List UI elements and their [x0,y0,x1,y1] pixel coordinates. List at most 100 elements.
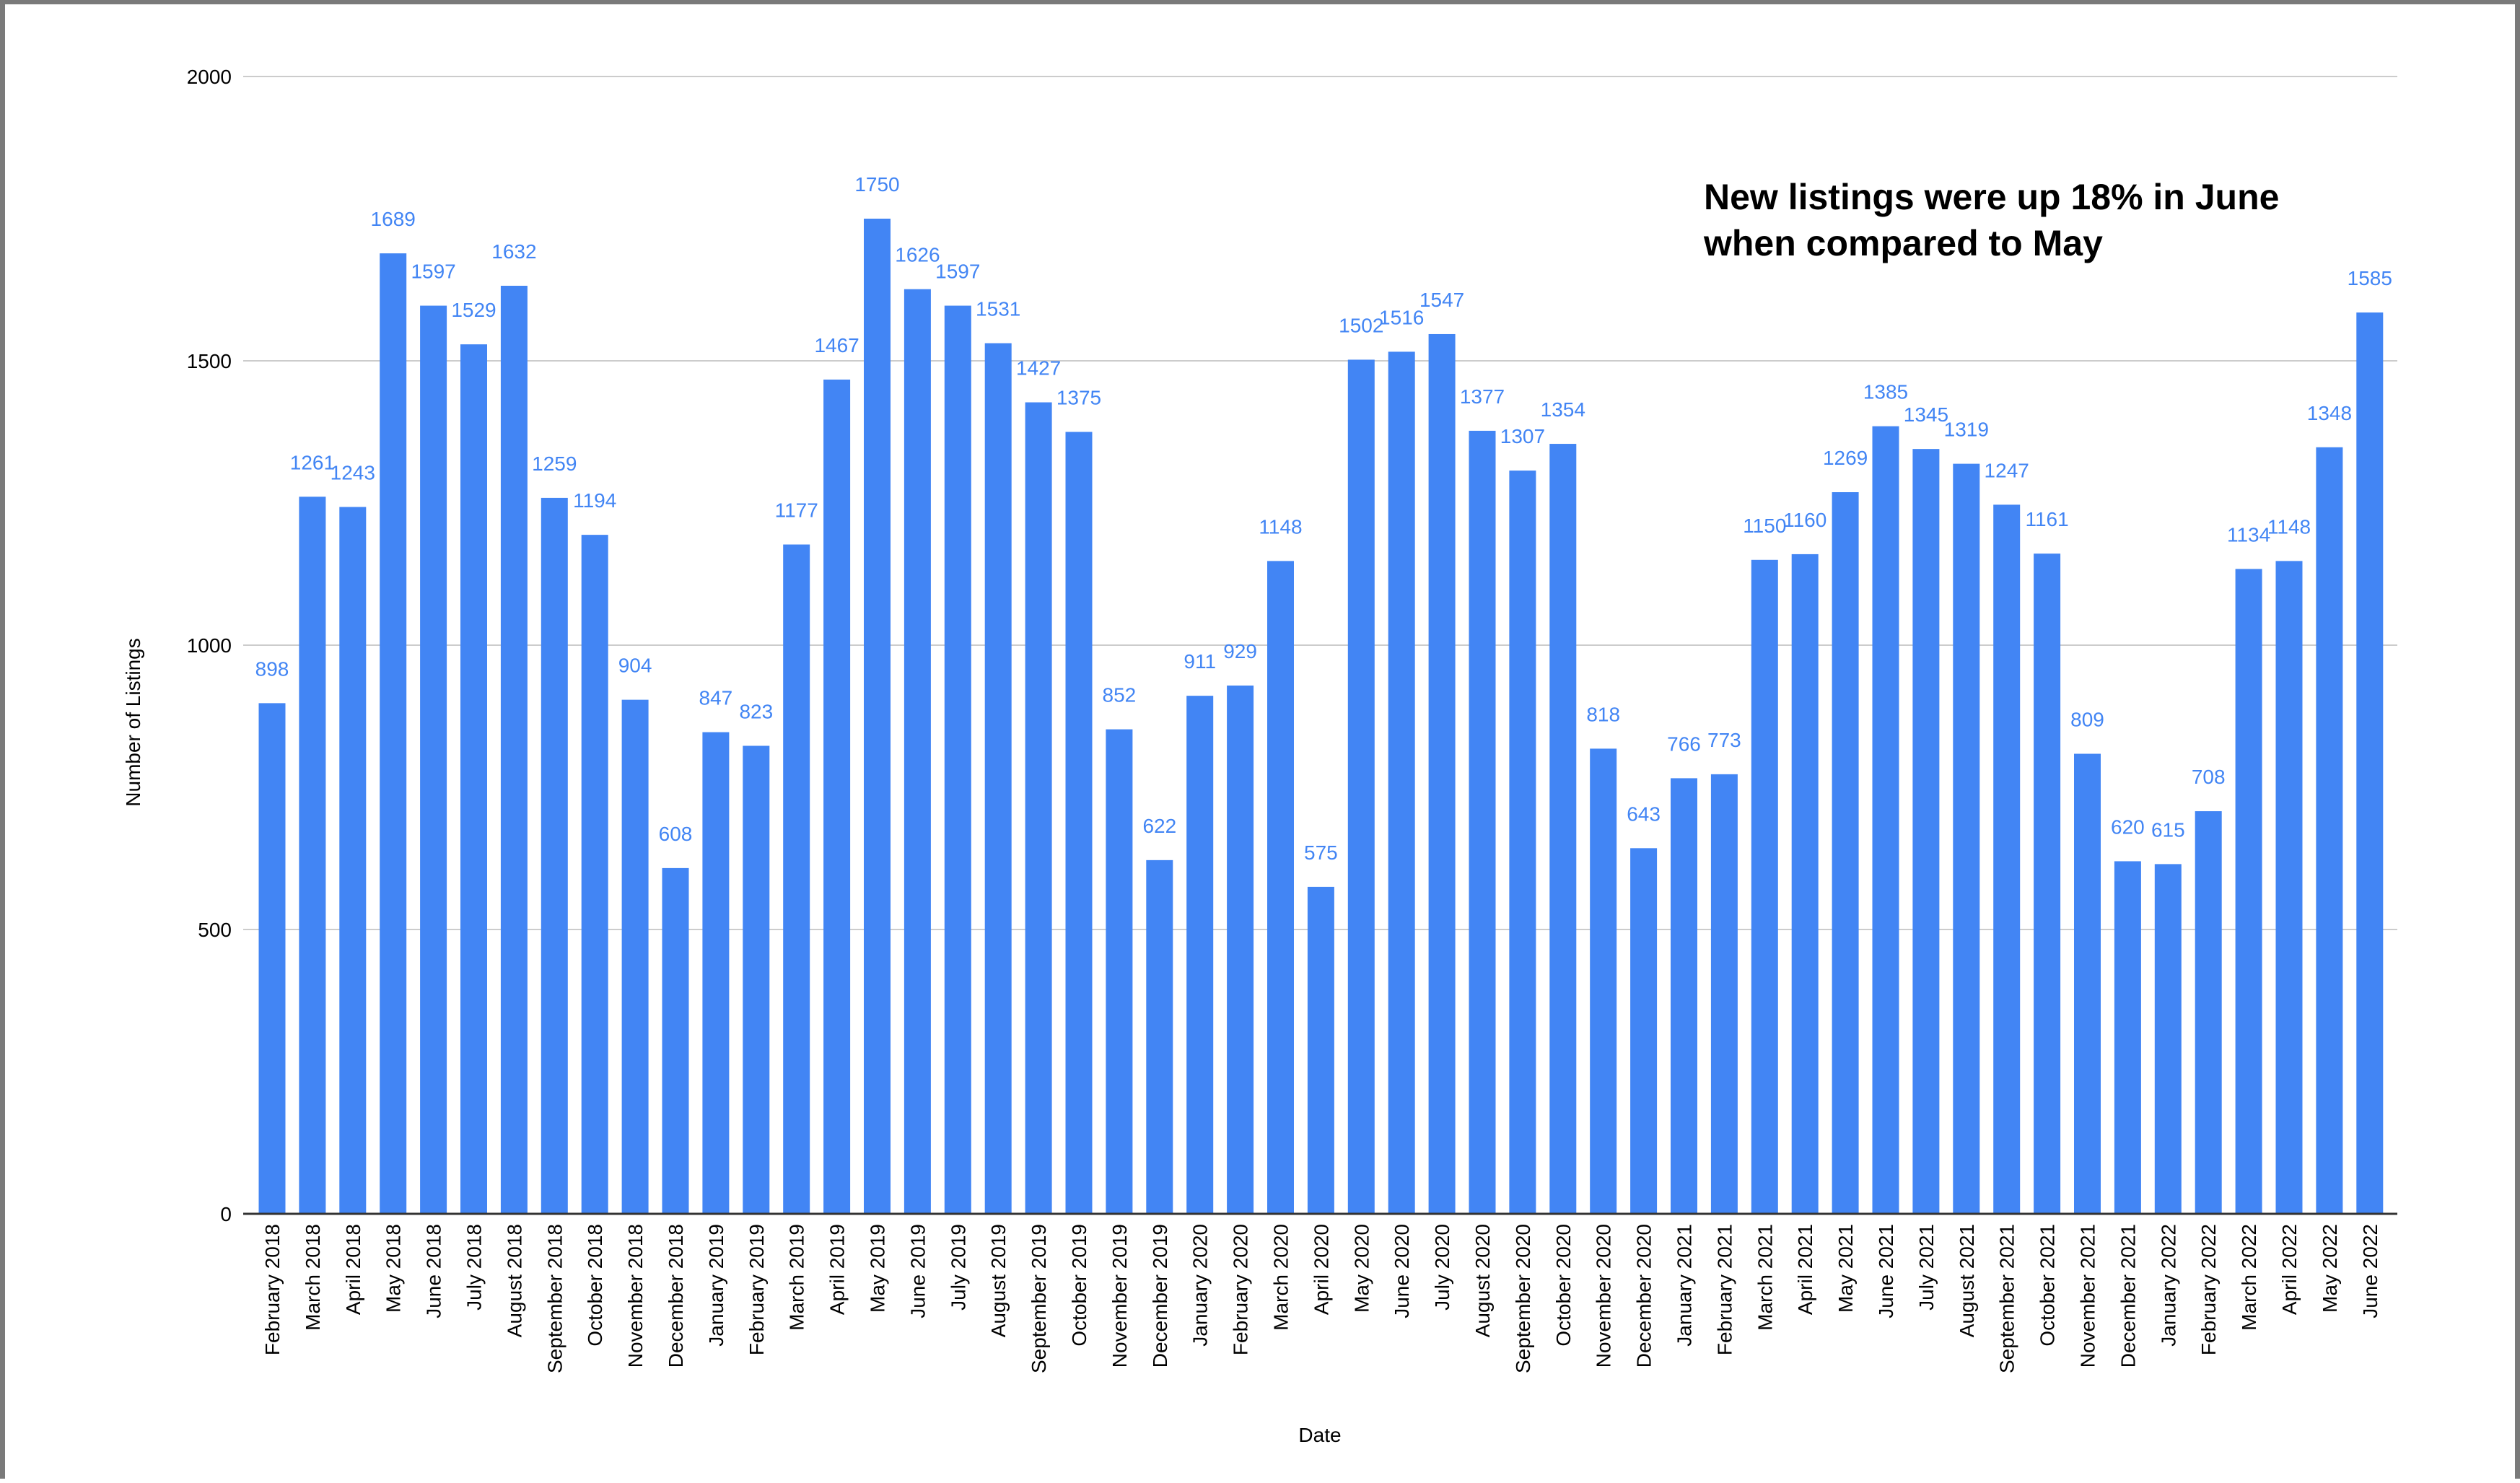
x-tick-label: May 2022 [2319,1224,2341,1313]
data-label: 1689 [371,208,416,230]
data-label: 809 [2070,709,2104,731]
x-tick-label: June 2018 [423,1224,445,1318]
data-label: 1194 [573,489,616,512]
data-label: 898 [255,657,289,680]
data-label: 1531 [976,298,1020,320]
bar [1146,859,1173,1214]
data-label: 608 [659,823,693,845]
bar [904,289,931,1214]
bar [662,867,689,1214]
bar [702,732,730,1214]
x-tick-label: February 2019 [745,1224,768,1355]
bar [2235,569,2262,1214]
x-tick-label: February 2018 [261,1224,284,1355]
bar [1186,696,1214,1214]
bar [1469,430,1496,1214]
x-tick-label: October 2018 [584,1224,606,1347]
x-tick-label: March 2019 [786,1224,808,1331]
bar [2195,811,2222,1214]
bar [1751,559,1778,1214]
bar [1832,492,1859,1214]
x-tick-label: July 2018 [463,1224,486,1311]
data-label: 1243 [331,462,375,484]
bar [1791,554,1819,1214]
x-tick-label: January 2022 [2157,1224,2179,1347]
data-label: 708 [2192,766,2226,788]
x-tick-label: January 2020 [1189,1224,1212,1347]
x-tick-label: February 2021 [1713,1224,1736,1355]
y-tick-label: 2000 [187,66,232,88]
bar [2275,561,2303,1214]
x-tick-label: July 2019 [947,1224,969,1311]
bar [460,344,487,1215]
x-tick-label: April 2018 [342,1224,364,1315]
x-tick-label: December 2019 [1149,1224,1171,1368]
data-label: 1161 [2025,508,2068,530]
bar [581,535,608,1214]
x-tick-label: April 2019 [826,1224,849,1315]
bar [2356,312,2384,1214]
data-label: 1427 [1016,357,1061,380]
bars [258,219,2384,1215]
y-axis-title: Number of Listings [122,638,144,806]
x-tick-label: January 2021 [1674,1224,1696,1347]
data-label: 1247 [1985,459,2029,481]
x-tick-label: June 2020 [1391,1224,1413,1318]
bar [2074,753,2101,1214]
bar [1106,729,1133,1214]
x-tick-label: March 2020 [1270,1224,1292,1331]
x-tick-label: November 2018 [624,1224,647,1368]
data-label: 1375 [1056,387,1101,409]
bar [864,219,891,1214]
x-tick-label: June 2019 [906,1224,929,1318]
x-tick-label: June 2021 [1875,1224,1897,1318]
data-label: 818 [1586,703,1620,725]
data-label: 1597 [411,261,455,283]
data-label: 1516 [1379,306,1424,328]
data-label: 1597 [935,261,980,283]
bar [823,380,851,1214]
bar [258,703,286,1214]
x-tick-label: January 2019 [705,1224,727,1347]
x-tick-label: March 2021 [1754,1224,1776,1331]
data-label: 575 [1304,841,1338,864]
x-tick-label: July 2021 [1915,1224,1938,1311]
bar [1671,778,1697,1214]
x-tick-label: May 2020 [1350,1224,1373,1313]
x-tick-label: December 2020 [1633,1224,1655,1368]
x-tick-label: December 2018 [665,1224,687,1368]
data-label: 1750 [854,173,899,196]
bar [1630,848,1658,1214]
y-tick-label: 1500 [187,350,232,372]
data-label: 773 [1707,729,1741,751]
data-label: 823 [739,700,773,722]
data-label: 1259 [532,452,577,475]
bar [1347,359,1375,1214]
bar [1509,471,1536,1214]
bar [2034,554,2061,1214]
x-tick-label: August 2019 [987,1224,1010,1337]
bar [541,497,568,1214]
bar [1227,685,1254,1214]
data-label: 1160 [1783,509,1826,531]
bar [743,745,770,1214]
x-tick-label: November 2020 [1593,1224,1615,1368]
data-label: 643 [1627,802,1661,825]
data-label: 622 [1142,815,1176,837]
data-label: 1626 [895,244,940,266]
bar [621,699,649,1214]
bar [944,305,971,1215]
bar [500,285,528,1214]
data-label: 852 [1103,684,1137,706]
bar [2154,864,2182,1214]
bar [1872,426,1899,1214]
bar [1590,748,1617,1214]
bar [1388,351,1415,1215]
data-label: 1148 [2267,515,2311,538]
data-label: 1585 [2348,267,2392,289]
data-label: 904 [618,655,652,677]
data-label: 929 [1223,640,1257,662]
x-tick-label: October 2021 [2036,1224,2059,1347]
